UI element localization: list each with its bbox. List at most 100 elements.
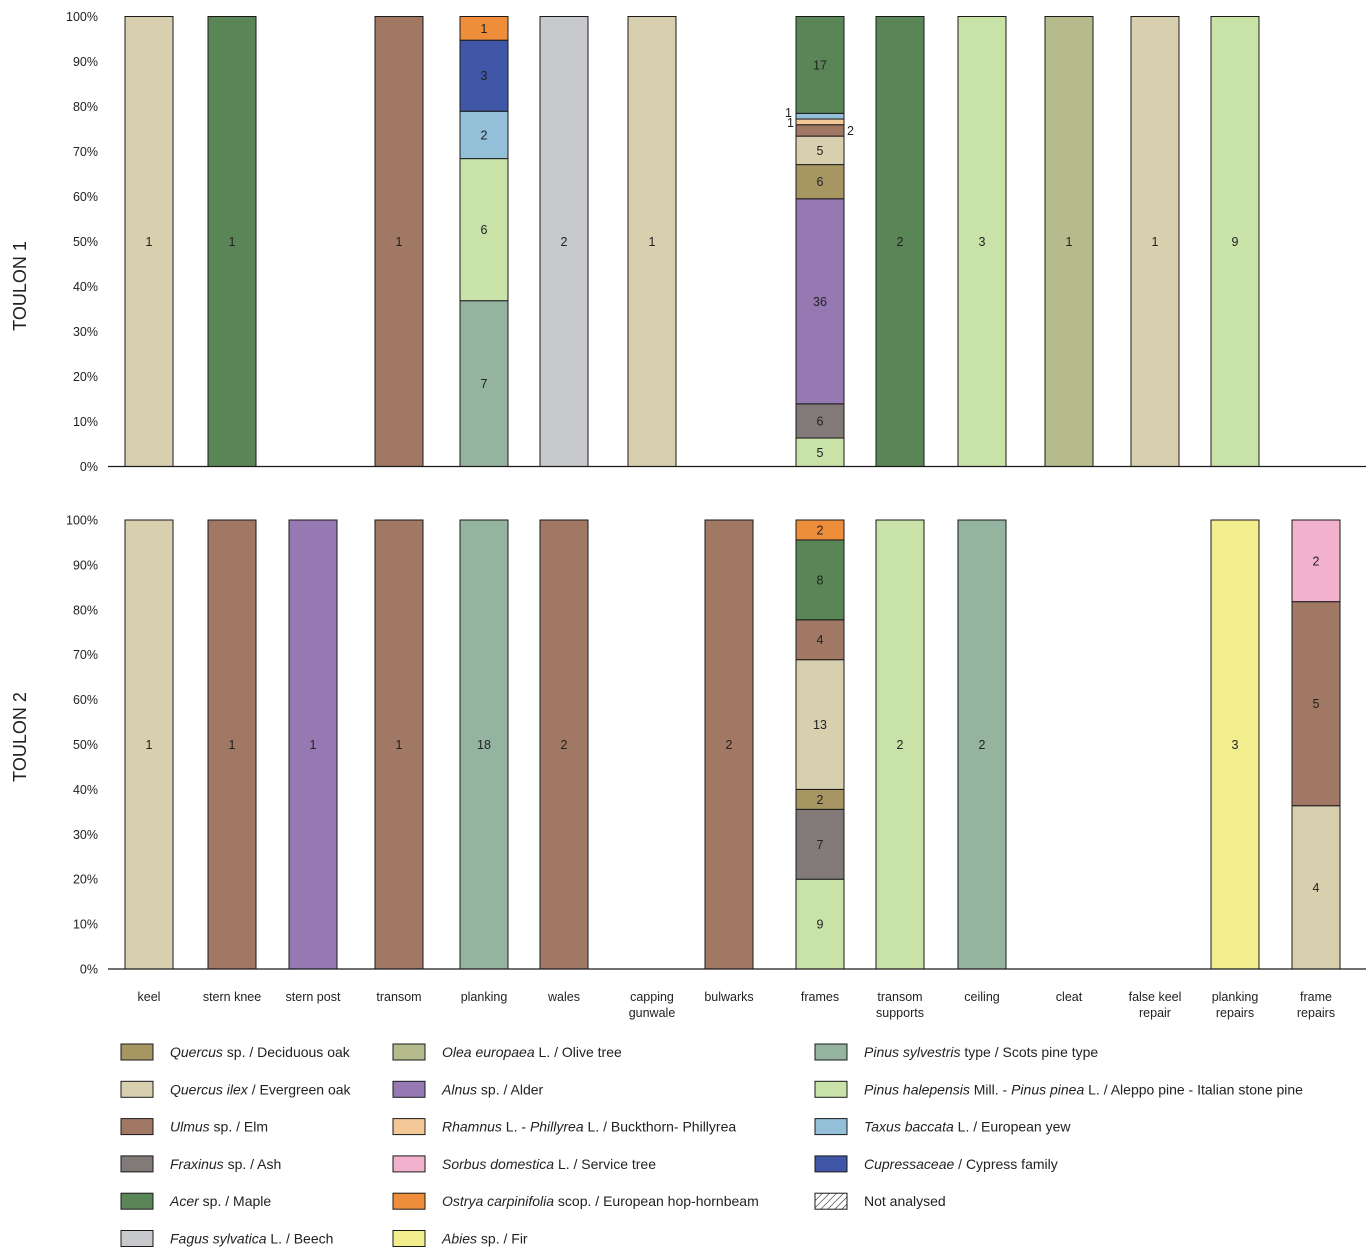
bar-segment-pinus-halepensis [875,519,925,970]
bar-planking-repairs: 9 [1210,16,1260,467]
bar-keel: 1 [124,16,174,467]
legend-label: Pinus sylvestris type / Scots pine type [864,1044,1098,1060]
bar-segment-alnus [288,519,338,970]
data-label: 2 [817,523,824,537]
legend-label: Ostrya carpinifolia scop. / European hop… [442,1193,759,1209]
data-label: 2 [1313,554,1320,568]
x-tick-label: false keel repair [1129,990,1182,1020]
data-label: 7 [481,377,488,391]
bar-segment-quercus-ilex [1130,16,1180,467]
data-label: 7 [817,838,824,852]
legend-item-ostrya: Ostrya carpinifolia scop. / European hop… [392,1192,759,1210]
data-label: 9 [1232,235,1239,249]
bar-segment-ulmus [795,619,845,661]
bar-planking: 7 6 2 3 1 [459,16,509,468]
bar-segment-sorbus [1291,519,1341,603]
legend-label: Not analysed [864,1193,946,1209]
x-tick-label: transom supports [876,990,924,1020]
legend-swatch [392,1230,426,1247]
bar-segment-pinus-halepensis [795,878,845,970]
legend-item-cupressaceae: Cupressaceae / Cypress family [814,1155,1058,1173]
y-tick-label: 100% [66,10,98,24]
bar-segment-pinus-halepensis [1210,16,1260,467]
bar-planking-repairs: 3 [1210,519,1260,970]
bar-segment-ulmus [374,16,424,467]
bar-segment-pinus-sylvestris [459,300,509,468]
data-label: 1 [146,738,153,752]
y-tick-label: 40% [73,783,98,797]
y-tick-label: 50% [73,235,98,249]
legend-item-alnus: Alnus sp. / Alder [392,1080,544,1098]
bar-frame-repairs: 4 5 2 [1291,519,1341,970]
data-label: 5 [817,144,824,158]
data-label: 1 [1152,235,1159,249]
data-label: 3 [1232,738,1239,752]
data-label: 17 [813,58,827,72]
data-label: 2 [817,793,824,807]
x-tick-label: frames [801,990,839,1004]
y-tick-label: 60% [73,693,98,707]
data-label: 3 [481,69,488,83]
y-tick-label: 70% [73,648,98,662]
bar-segment-ostrya [459,16,509,41]
data-label: 1 [1066,235,1073,249]
legend-label: Taxus baccata L. / European yew [864,1119,1071,1135]
data-label: 2 [897,235,904,249]
data-label: 2 [847,124,854,138]
y-tick-label: 90% [73,558,98,572]
y-tick-label: 20% [73,370,98,384]
legend-swatch [392,1080,426,1098]
panel-toulon-1: TOULON 1 0% 10% 20% 30% 40% 50% 60% 70% 80% 90% 100… [10,10,1366,474]
bar-transom-supports: 2 [875,16,925,467]
legend-swatch [814,1043,848,1061]
bar-segment-ostrya [795,519,845,541]
data-label: 6 [817,414,824,428]
bar-segment-fagus [539,16,589,467]
bar-transom-supports: 2 [875,519,925,970]
x-tick-label: stern post [286,990,341,1004]
bar-keel: 1 [124,519,174,970]
bar-segment-ulmus [1291,601,1341,807]
data-label: 1 [396,235,403,249]
data-label: 18 [477,738,491,752]
data-label: 5 [1313,697,1320,711]
data-label: 1 [229,738,236,752]
data-label: 1 [310,738,317,752]
y-tick-label: 60% [73,190,98,204]
legend-item-fraxinus: Fraxinus sp. / Ash [120,1155,281,1173]
x-tick-label: frame repairs [1297,990,1335,1020]
bar-capping-gunwale: 1 [627,16,677,467]
bar-ceiling: 3 [957,16,1007,467]
x-tick-label: transom [376,990,421,1004]
panels-layer: TOULON 10%10%20%30%40%50%60%70%80%90%100… [10,10,1366,977]
y-tick-label: 80% [73,603,98,617]
bar-false-keel-repair: 1 [1130,16,1180,467]
bar-frames: 9 7 2 13 4 8 2 [795,519,845,970]
legend-label: Pinus halepensis Mill. - Pinus pinea L. … [864,1081,1303,1097]
bar-stern-knee: 1 [207,16,257,467]
x-tick-label: keel [138,990,161,1004]
y-tick-label: 40% [73,280,98,294]
legend-label: Rhamnus L. - Phillyrea L. / Buckthorn- P… [442,1119,736,1135]
bar-segment-taxus [795,112,845,120]
legend-swatch [120,1230,154,1247]
legend-label: Cupressaceae / Cypress family [864,1156,1058,1172]
bar-cleat: 1 [1044,16,1094,467]
bar-segment-rhamnus [795,118,845,126]
legend: Quercus sp. / Deciduous oak Quercus ilex … [120,1043,1303,1247]
bar-ceiling: 2 [957,519,1007,970]
x-tick-label: capping gunwale [629,990,676,1020]
data-label: 2 [561,738,568,752]
data-label: 9 [817,918,824,932]
bar-stern-knee: 1 [207,519,257,970]
legend-swatch [120,1118,154,1136]
data-label: 1 [785,106,792,120]
panel-title: TOULON 1 [10,241,30,331]
data-label: 8 [817,573,824,587]
data-label: 13 [813,718,827,732]
bar-segment-quercus-ilex [124,519,174,970]
bar-segment-ulmus [795,124,845,137]
legend-swatch [392,1118,426,1136]
legend-item-quercus: Quercus sp. / Deciduous oak [120,1043,351,1061]
